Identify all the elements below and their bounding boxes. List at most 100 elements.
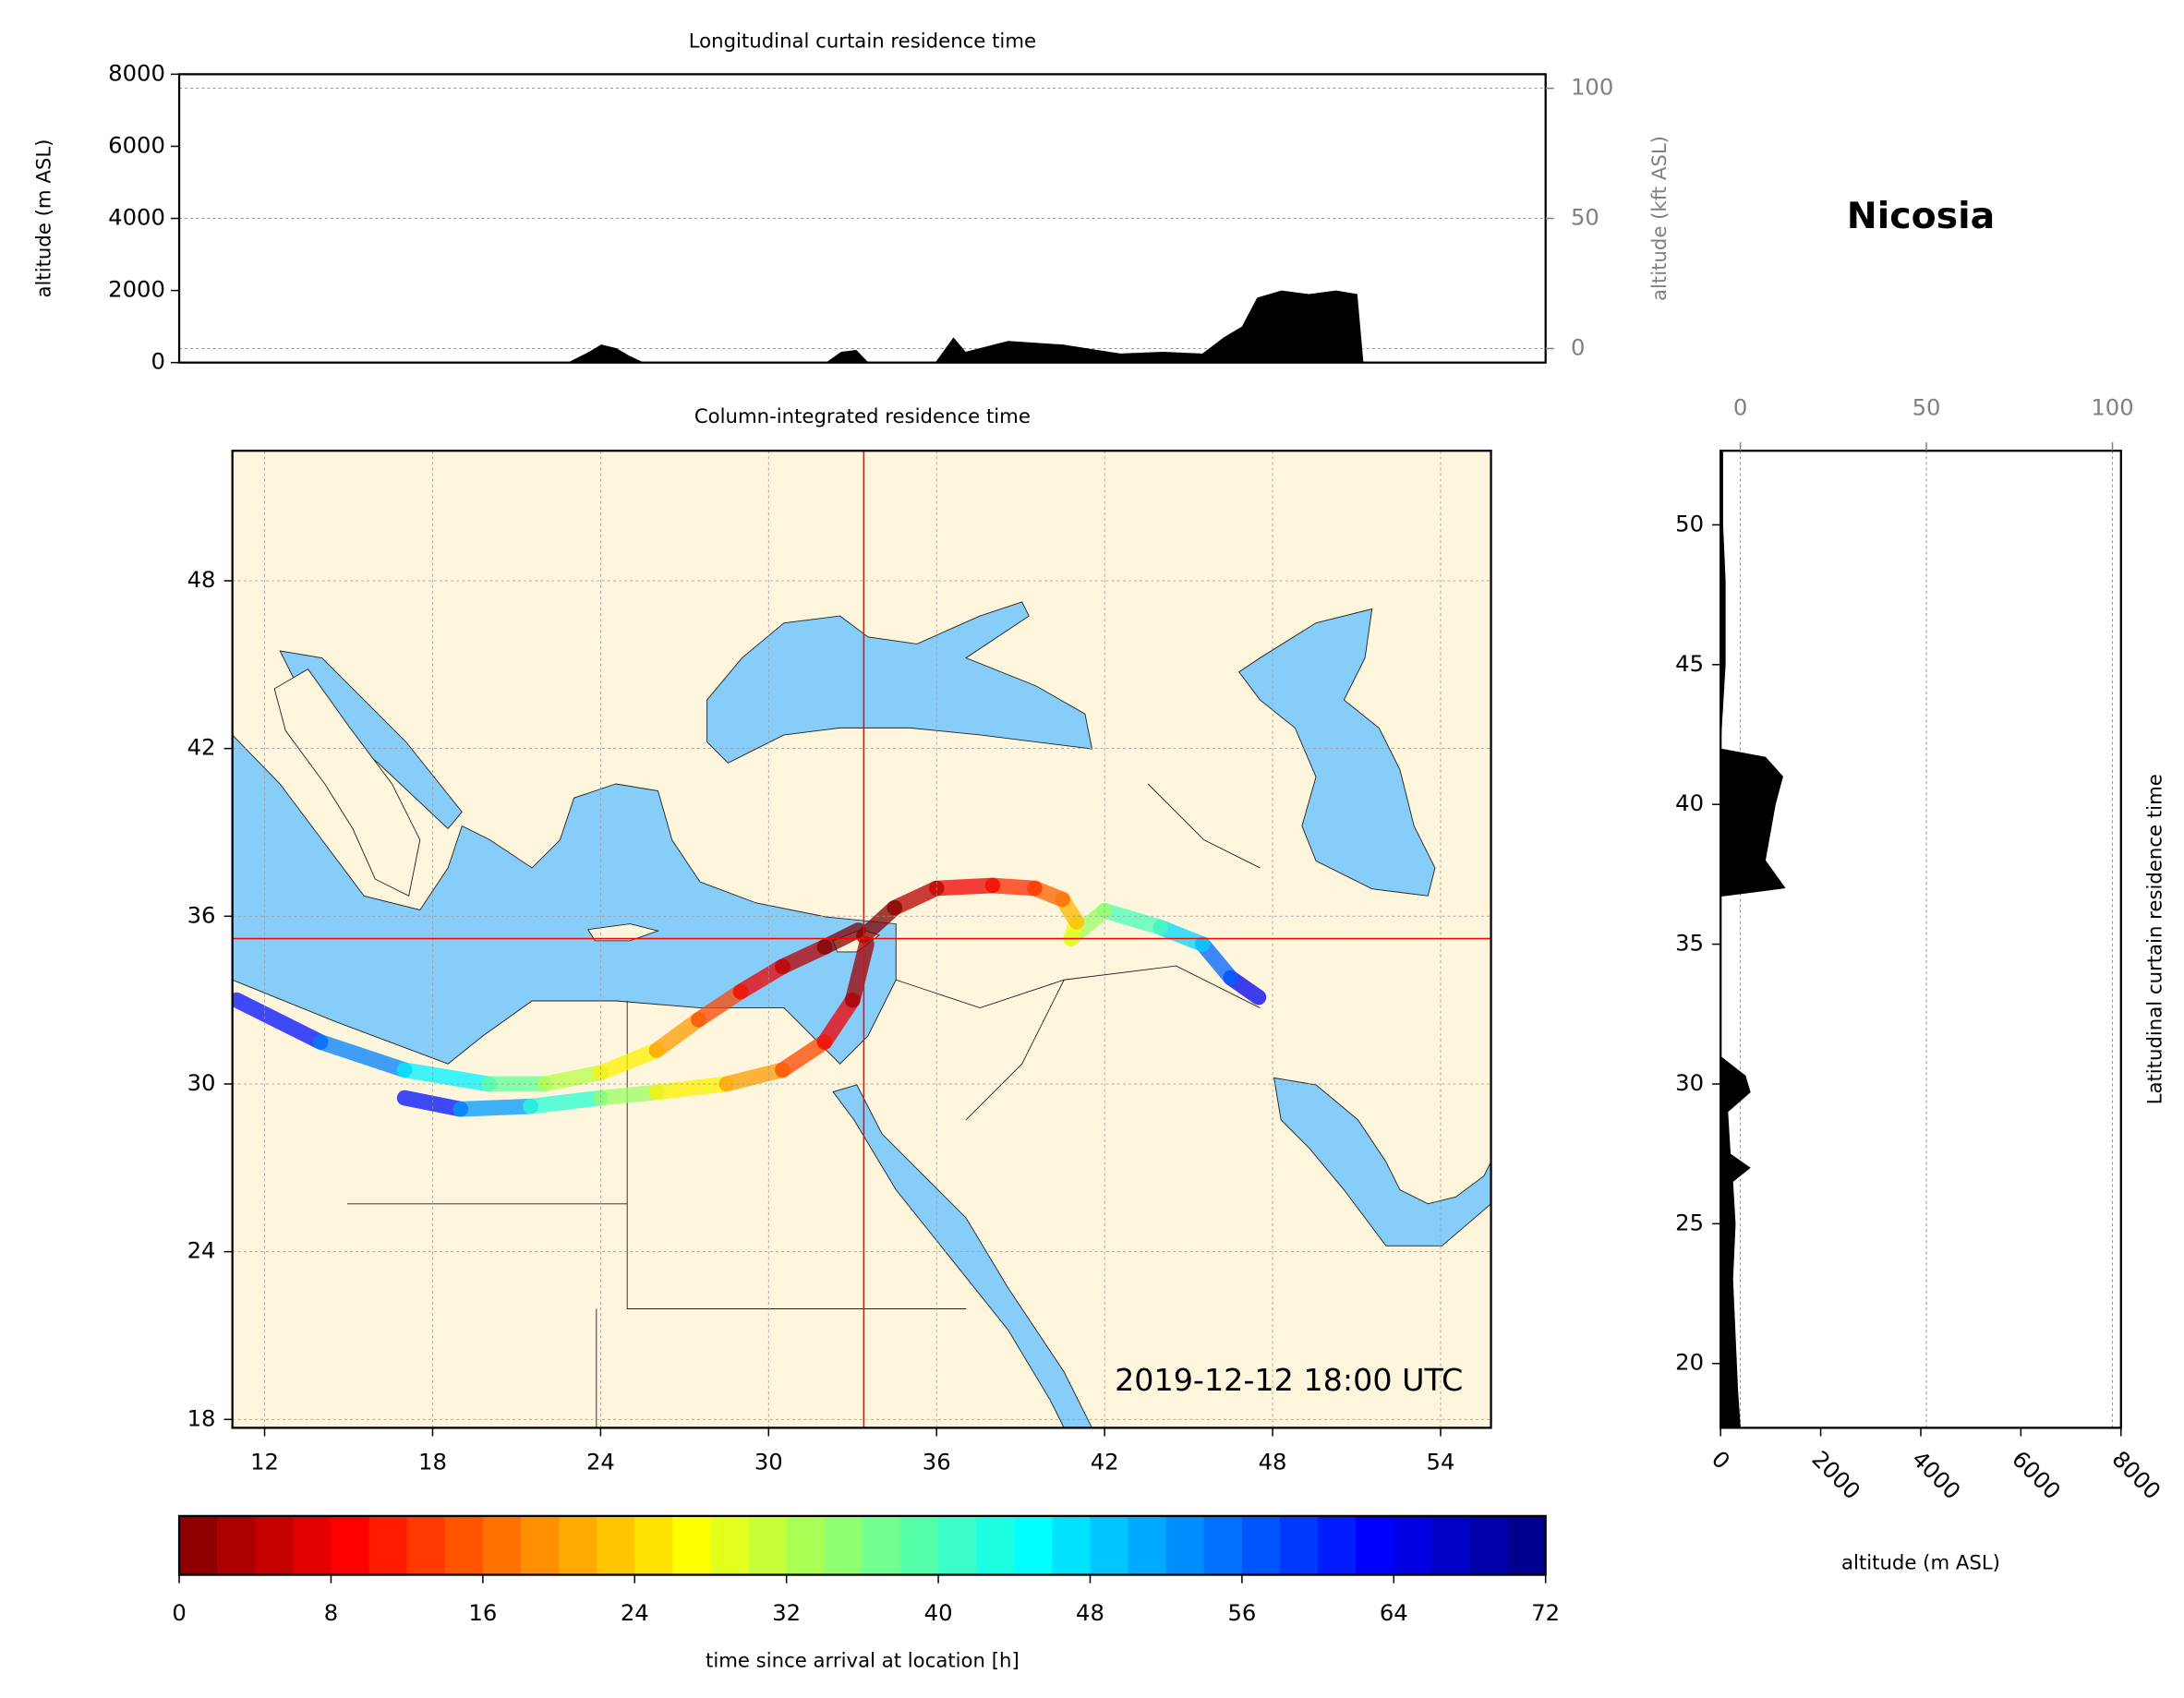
colorbar-tick-label: 48 <box>1076 1599 1104 1626</box>
colorbar-step <box>1128 1515 1167 1575</box>
x-axis-label: altitude (m ASL) <box>1841 1551 2000 1574</box>
colorbar-tick-label: 72 <box>1531 1599 1560 1626</box>
trajectory-segment <box>775 1034 833 1078</box>
x-tick-label: 42 <box>1091 1448 1119 1475</box>
y-axis-label: Latitudinal curtain residence time <box>2144 774 2167 1104</box>
colorbar-tick-label: 40 <box>924 1599 953 1626</box>
map-frame <box>231 450 1492 1429</box>
colorbar-step <box>597 1515 636 1575</box>
trajectory-segment <box>775 939 833 975</box>
black-sea <box>706 601 1093 764</box>
trajectory-segment <box>593 1084 665 1106</box>
longitudinal-panel: Longitudinal curtain residence time alti… <box>33 30 1671 375</box>
plot-frame <box>1719 450 2122 1429</box>
colorbar-frame <box>177 1514 1547 1576</box>
red-sea <box>832 1084 1093 1428</box>
y-tick-label: 45 <box>1675 650 1704 677</box>
trajectory-segment <box>648 1011 706 1058</box>
y-tick-label: 50 <box>1675 510 1704 536</box>
x-tick-label: 48 <box>1259 1448 1287 1475</box>
x-tick-label: 12 <box>250 1448 279 1475</box>
y-tick-label: 4000 <box>108 204 165 231</box>
y-tick-label: 6000 <box>108 131 165 158</box>
colorbar: time since arrival at location [h] 0 8 16 2… <box>172 1514 1560 1673</box>
x-tick-label: 24 <box>586 1448 615 1475</box>
colorbar-step <box>1318 1515 1357 1575</box>
y2-tick-label: 0 <box>1571 333 1585 360</box>
x-tick-label: 30 <box>754 1448 783 1475</box>
colorbar-step <box>1090 1515 1129 1575</box>
colorbar-tick-label: 64 <box>1380 1599 1408 1626</box>
colorbar-tick-label: 16 <box>468 1599 497 1626</box>
y-tick-label: 35 <box>1675 930 1704 957</box>
trajectory-segment <box>537 1065 609 1092</box>
colorbar-step <box>1241 1515 1281 1575</box>
colorbar-step <box>634 1515 674 1575</box>
x2-tick-label: 0 <box>1733 394 1747 421</box>
colorbar-step <box>710 1515 750 1575</box>
colorbar-step <box>179 1515 218 1575</box>
x-tick-label: 6000 <box>2007 1445 2066 1504</box>
terrain-area <box>1720 451 1786 1428</box>
y2-axis-label: altitude (kft ASL) <box>1648 136 1671 301</box>
y-tick-label: 48 <box>187 566 216 593</box>
y-tick-label: 36 <box>187 901 216 928</box>
trajectory-segment <box>1096 902 1169 935</box>
colorbar-step <box>368 1515 408 1575</box>
colorbar-step <box>824 1515 863 1575</box>
terrain-area <box>179 290 1364 363</box>
colorbar-tick-label: 56 <box>1227 1599 1256 1626</box>
y-tick-label: 8000 <box>108 59 165 86</box>
trajectory-segment <box>396 1062 497 1092</box>
trajectory-segment <box>856 899 903 944</box>
colorbar-step <box>1507 1515 1547 1575</box>
colorbar-step <box>255 1515 295 1575</box>
trajectory-segment <box>523 1090 609 1114</box>
colorbar-step <box>293 1515 332 1575</box>
y2-tick-label: 100 <box>1571 74 1613 101</box>
colorbar-step <box>559 1515 597 1575</box>
colorbar-tick-label: 32 <box>772 1599 801 1626</box>
mediterranean <box>232 734 897 1065</box>
x-tick-label: 4000 <box>1907 1445 1966 1504</box>
colorbar-step <box>1014 1515 1054 1575</box>
colorbar-step <box>976 1515 1016 1575</box>
map-panel: Column-integrated residence time 2019-12… <box>187 405 1492 1475</box>
panel-title: Longitudinal curtain residence time <box>689 30 1036 54</box>
colorbar-step <box>1469 1515 1509 1575</box>
trajectory-segment <box>732 958 790 1000</box>
latitudinal-panel: Nicosia altitude (m ASL) Latitudinal cur… <box>1675 195 2167 1574</box>
colorbar-step <box>899 1515 939 1575</box>
trajectory-segment <box>593 1042 665 1081</box>
colorbar-step <box>1394 1515 1433 1575</box>
location-title: Nicosia <box>1847 195 1995 237</box>
colorbar-step <box>786 1515 826 1575</box>
y-tick-label: 2000 <box>108 276 165 303</box>
y-tick-label: 25 <box>1675 1209 1704 1235</box>
x-tick-label: 36 <box>923 1448 951 1475</box>
y-axis-label: altitude (m ASL) <box>33 139 56 298</box>
x2-tick-label: 50 <box>1913 394 1941 421</box>
trajectory-segment <box>718 1062 790 1092</box>
colorbar-label: time since arrival at location [h] <box>706 1650 1020 1673</box>
y-tick-label: 40 <box>1675 789 1704 816</box>
x2-tick-label: 100 <box>2091 394 2133 421</box>
persian-gulf <box>1273 1077 1491 1246</box>
trajectory-segment <box>928 877 1001 897</box>
colorbar-step <box>1203 1515 1243 1575</box>
y-tick-label: 30 <box>187 1069 216 1096</box>
panel-title: Column-integrated residence time <box>694 405 1031 428</box>
x-tick-label: 8000 <box>2107 1445 2166 1504</box>
trajectory-segment <box>691 983 749 1028</box>
colorbar-step <box>1165 1515 1205 1575</box>
y2-tick-label: 50 <box>1571 204 1599 231</box>
trajectory-segment <box>396 1090 469 1117</box>
trajectory-segment <box>452 1098 538 1117</box>
border <box>346 783 1261 1428</box>
trajectory-segment <box>232 992 329 1050</box>
colorbar-tick-label: 24 <box>621 1599 649 1626</box>
x-tick-label: 18 <box>418 1448 447 1475</box>
colorbar-step <box>748 1515 788 1575</box>
colorbar-step <box>217 1515 257 1575</box>
